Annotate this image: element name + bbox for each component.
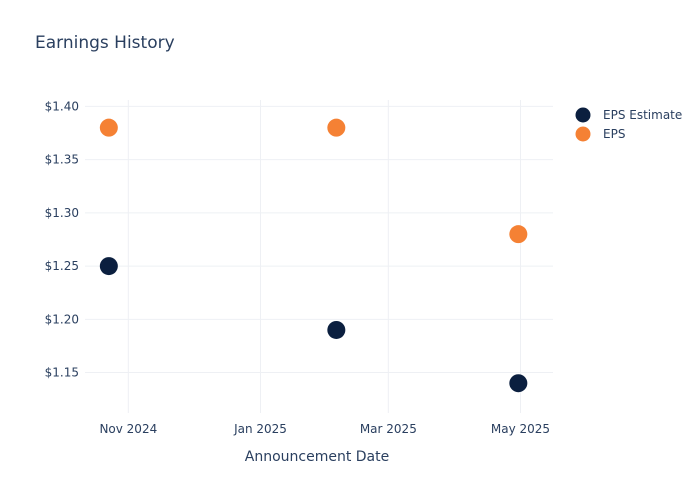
- data-point-eps-estimate[interactable]: [99, 257, 118, 276]
- data-point-eps-estimate[interactable]: [327, 320, 346, 339]
- data-point-eps[interactable]: [327, 118, 346, 137]
- data-point-eps[interactable]: [509, 225, 528, 244]
- y-tick-label: $1.30: [45, 206, 79, 220]
- chart-title: Earnings History: [35, 33, 175, 53]
- y-tick-label: $1.20: [45, 312, 79, 326]
- legend-marker-eps-estimate[interactable]: [575, 107, 591, 123]
- x-axis-title: Announcement Date: [245, 449, 389, 465]
- x-tick-label: Jan 2025: [233, 422, 287, 436]
- x-tick-label: Nov 2024: [99, 422, 157, 436]
- data-point-eps-estimate[interactable]: [509, 374, 528, 393]
- y-tick-label: $1.15: [45, 366, 79, 380]
- legend-label-eps-estimate[interactable]: EPS Estimate: [603, 108, 682, 122]
- y-tick-label: $1.35: [45, 153, 79, 167]
- legend-marker-eps[interactable]: [575, 126, 591, 142]
- data-point-eps[interactable]: [99, 118, 118, 137]
- y-tick-label: $1.40: [45, 99, 79, 113]
- y-tick-label: $1.25: [45, 259, 79, 273]
- legend-label-eps[interactable]: EPS: [603, 127, 625, 141]
- x-tick-label: May 2025: [491, 422, 550, 436]
- x-tick-label: Mar 2025: [360, 422, 417, 436]
